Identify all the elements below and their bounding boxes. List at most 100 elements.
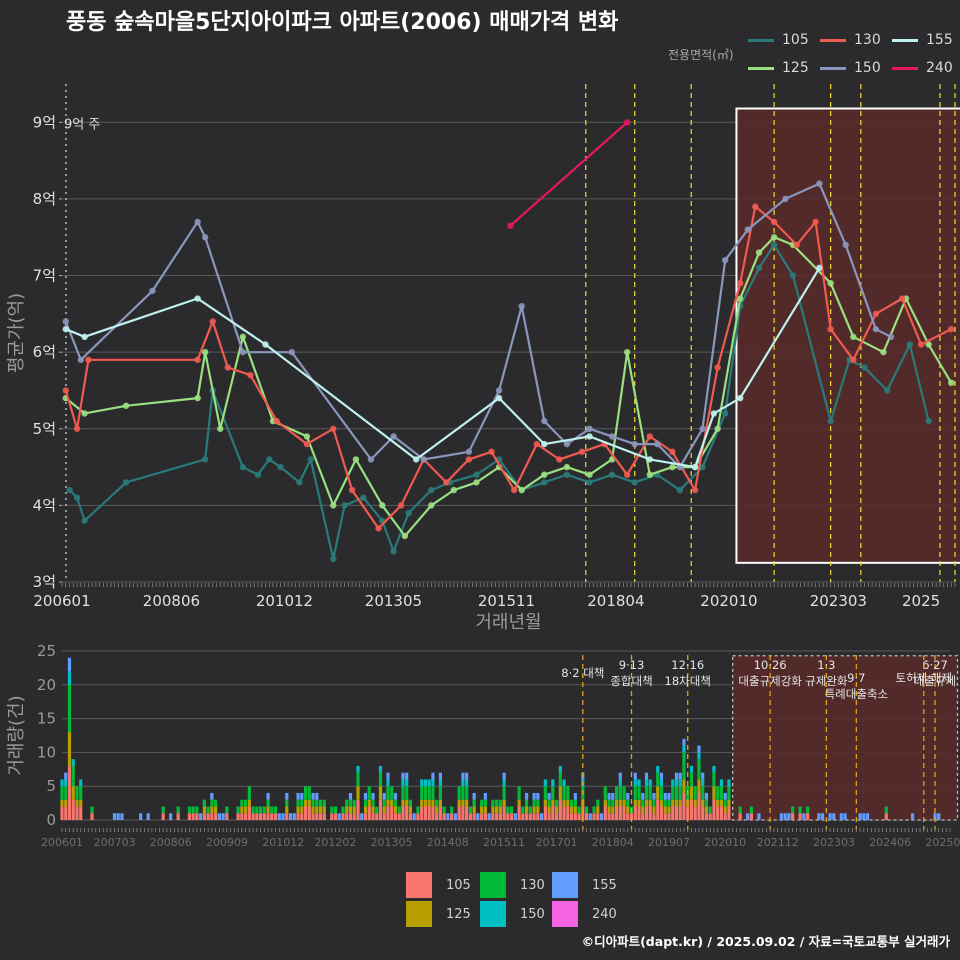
volume-bar — [64, 799, 68, 807]
data-point-150 — [872, 325, 880, 333]
legend-label: 155 — [926, 32, 953, 48]
data-point-125 — [755, 249, 763, 256]
bottom-legend-105: 105 — [406, 872, 471, 898]
data-point-150 — [721, 257, 729, 264]
volume-bar — [652, 799, 656, 807]
data-point-150 — [367, 456, 375, 463]
volume-bar — [296, 799, 300, 807]
volume-bar — [865, 813, 870, 820]
volume-bar — [330, 813, 334, 820]
data-point-125 — [330, 502, 337, 509]
volume-bar — [502, 786, 506, 800]
volume-bar — [251, 813, 255, 820]
volume-bar — [480, 813, 484, 820]
data-point-105 — [390, 548, 397, 555]
data-point-125 — [379, 502, 386, 509]
volume-bar — [637, 779, 641, 787]
volume-bar — [75, 806, 79, 820]
bottom-legend-label: 240 — [592, 906, 617, 922]
volume-bar — [708, 813, 712, 820]
volume-bar — [240, 813, 244, 820]
volume-bar — [532, 792, 536, 800]
volume-bar — [427, 799, 431, 807]
volume-bar — [382, 813, 386, 820]
volume-bar — [431, 806, 435, 820]
bar-x-tick-label: 201511 — [483, 836, 525, 849]
volume-bar — [644, 786, 649, 800]
bottom-legend-swatch — [480, 901, 506, 927]
data-point-130 — [73, 425, 81, 432]
data-point-240 — [623, 119, 631, 126]
volume-bar — [352, 799, 356, 807]
bottom-legend-label: 105 — [446, 877, 471, 893]
bar-x-tick-label: 201907 — [648, 836, 690, 849]
volume-bar — [382, 792, 386, 800]
volume-bar — [390, 786, 394, 800]
volume-bar — [525, 792, 529, 800]
data-point-150 — [563, 440, 571, 448]
data-point-125 — [518, 486, 525, 494]
volume-bar — [60, 806, 64, 820]
data-point-150 — [887, 333, 895, 341]
volume-bar — [603, 786, 607, 800]
x-tick-label: 201804 — [587, 592, 644, 610]
bottom-legend-label: 155 — [592, 877, 617, 893]
data-point-150 — [842, 241, 849, 249]
volume-bar — [472, 799, 476, 807]
volume-bar — [656, 765, 660, 773]
volume-bar — [858, 813, 862, 820]
volume-bar — [704, 799, 709, 807]
volume-bar — [491, 806, 495, 814]
volume-bar — [528, 806, 532, 814]
volume-bar — [431, 772, 435, 780]
volume-bar — [701, 786, 705, 800]
volume-bar — [839, 813, 843, 820]
data-point-125 — [714, 425, 721, 432]
bottom-legend-label: 125 — [446, 906, 471, 922]
volume-bar — [708, 806, 712, 814]
data-point-155 — [412, 456, 420, 463]
volume-bar — [697, 779, 701, 793]
volume-bar — [206, 806, 210, 814]
data-point-150 — [816, 180, 823, 187]
volume-bar — [292, 813, 296, 820]
volume-bar — [584, 813, 589, 820]
legend-label: 105 — [782, 32, 809, 48]
data-point-155 — [62, 325, 69, 333]
volume-bar — [704, 813, 709, 820]
x-tick-label: 201012 — [256, 592, 313, 610]
volume-bar — [719, 779, 724, 787]
data-point-130 — [770, 218, 778, 226]
volume-bar — [67, 657, 72, 672]
data-point-150 — [149, 287, 156, 295]
volume-bar — [67, 684, 72, 733]
volume-bar — [641, 806, 645, 814]
volume-bar — [783, 813, 787, 820]
volume-bar — [356, 765, 360, 773]
volume-bar — [401, 806, 405, 820]
legend-item-125: 125 — [748, 60, 809, 76]
volume-bar — [749, 806, 754, 814]
volume-bar — [667, 799, 671, 807]
volume-bar — [273, 806, 278, 814]
volume-bar — [303, 806, 308, 820]
legend-label: 150 — [854, 60, 881, 76]
policy-annotation: 1·3 — [817, 658, 835, 672]
data-point-105 — [586, 479, 593, 486]
data-point-130 — [646, 433, 653, 440]
data-point-105 — [360, 494, 367, 501]
data-point-130 — [510, 486, 518, 494]
volume-bar — [270, 813, 274, 820]
volume-bar — [637, 806, 641, 820]
series-line-240 — [509, 121, 628, 227]
volume-bar — [667, 792, 671, 800]
volume-bar — [607, 792, 611, 800]
volume-bar — [393, 799, 398, 807]
volume-bar — [536, 799, 540, 807]
volume-bar — [663, 806, 667, 814]
volume-bar — [281, 813, 285, 820]
volume-bar — [64, 779, 68, 787]
data-point-125 — [850, 333, 857, 341]
bar-y-tick-label: 5 — [46, 777, 56, 795]
volume-bar — [450, 806, 454, 814]
